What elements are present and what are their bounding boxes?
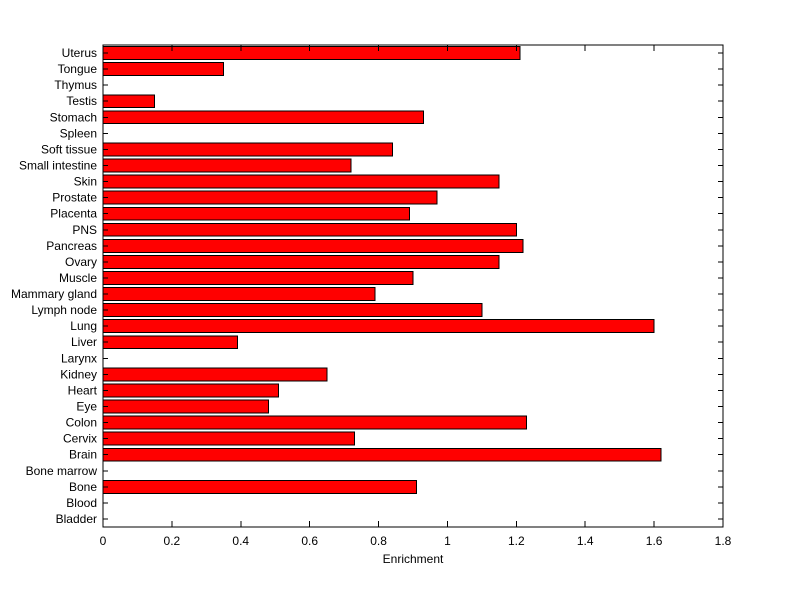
plot-box xyxy=(102,44,724,528)
category-label-kidney: Kidney xyxy=(60,367,97,381)
category-label-small-intestine: Small intestine xyxy=(19,159,97,173)
bar-prostate xyxy=(102,190,438,205)
category-label-tongue: Tongue xyxy=(58,62,98,76)
category-label-liver: Liver xyxy=(71,335,97,349)
category-label-lymph-node: Lymph node xyxy=(31,303,97,317)
category-label-prostate: Prostate xyxy=(52,191,97,205)
bar-bone xyxy=(102,479,417,494)
category-labels-group: Uterus Tongue Thymus Testis Stomach Spleen Sof… xyxy=(11,46,98,526)
bar-mammary-gland xyxy=(102,287,376,301)
x-tick-label: 0.8 xyxy=(370,534,387,548)
category-label-stomach: Stomach xyxy=(50,110,97,124)
x-tick-label: 1.2 xyxy=(508,534,525,548)
category-label-bone: Bone xyxy=(69,480,97,494)
category-label-eye: Eye xyxy=(76,400,97,414)
x-tick-label: 0.6 xyxy=(301,534,318,548)
x-tick-label: 1 xyxy=(444,534,451,548)
x-axis-title: Enrichment xyxy=(383,552,444,566)
category-label-bladder: Bladder xyxy=(56,512,97,526)
category-label-testis: Testis xyxy=(66,94,97,108)
category-label-bone-marrow: Bone marrow xyxy=(26,464,98,478)
bar-eye xyxy=(102,399,269,414)
category-label-spleen: Spleen xyxy=(60,126,97,140)
axes-group xyxy=(102,44,724,528)
x-tick-label: 1.6 xyxy=(646,534,663,548)
bar-soft-tissue xyxy=(102,142,393,157)
category-label-muscle: Muscle xyxy=(59,271,97,285)
bar-lung xyxy=(102,319,655,334)
x-tick-label: 1.4 xyxy=(577,534,594,548)
x-tick-label: 0.4 xyxy=(232,534,249,548)
bar-muscle xyxy=(102,271,414,285)
category-label-brain: Brain xyxy=(69,448,97,462)
category-label-pancreas: Pancreas xyxy=(46,239,97,253)
category-label-placenta: Placenta xyxy=(50,207,97,221)
category-label-blood: Blood xyxy=(66,496,97,510)
bar-uterus xyxy=(102,46,521,60)
bar-cervix xyxy=(102,431,355,446)
x-tick-label: 0 xyxy=(100,534,107,548)
category-label-mammary-gland: Mammary gland xyxy=(11,287,97,301)
category-label-skin: Skin xyxy=(74,175,97,189)
bar-lymph-node xyxy=(102,303,483,318)
bar-pns xyxy=(102,222,517,237)
category-label-heart: Heart xyxy=(68,383,98,397)
bar-heart xyxy=(102,383,280,398)
bar-tongue xyxy=(102,62,225,77)
category-label-cervix: Cervix xyxy=(63,432,97,446)
category-label-uterus: Uterus xyxy=(62,46,97,60)
bar-liver xyxy=(102,335,238,350)
bar-skin xyxy=(102,174,500,189)
category-label-colon: Colon xyxy=(66,416,97,430)
bar-stomach xyxy=(102,110,424,125)
bar-colon xyxy=(102,415,528,430)
bar-brain xyxy=(102,447,662,462)
x-tick-label: 0.2 xyxy=(164,534,181,548)
category-label-lung: Lung xyxy=(70,319,97,333)
bars-group xyxy=(102,46,662,494)
bar-kidney xyxy=(102,367,328,382)
bar-ovary xyxy=(102,254,500,269)
category-label-thymus: Thymus xyxy=(54,78,97,92)
bar-pancreas xyxy=(102,238,524,253)
x-tick-label: 1.8 xyxy=(715,534,732,548)
category-label-soft-tissue: Soft tissue xyxy=(41,142,97,156)
category-label-ovary: Ovary xyxy=(65,255,97,269)
bar-small-intestine xyxy=(102,158,352,173)
category-label-larynx: Larynx xyxy=(61,351,97,365)
bar-placenta xyxy=(102,206,411,221)
tick-labels-group: 0 0.2 0.4 0.6 0.8 1 1.2 1.4 1.6 1.8 xyxy=(100,534,732,548)
category-label-pns: PNS xyxy=(72,223,97,237)
bar-testis xyxy=(102,94,156,109)
